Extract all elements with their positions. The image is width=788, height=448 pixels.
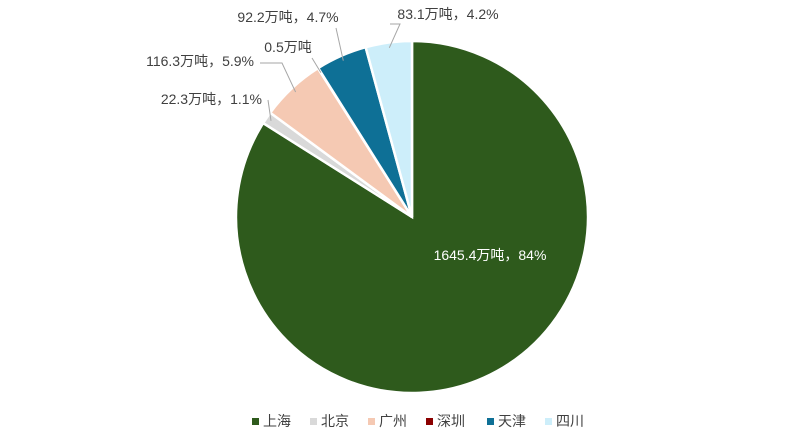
data-labels: 1645.4万吨，84% 22.3万吨，1.1% 116.3万吨，5.9% 0.5万吨… xyxy=(146,6,546,263)
legend-label-广州: 广州 xyxy=(379,413,407,429)
data-label-北京: 22.3万吨，1.1% xyxy=(161,91,262,107)
legend-label-天津: 天津 xyxy=(498,413,526,429)
data-label-天津: 92.2万吨，4.7% xyxy=(237,9,338,25)
legend-label-深圳: 深圳 xyxy=(437,413,465,429)
leader-line-深圳 xyxy=(311,57,322,73)
legend-swatch-四川 xyxy=(545,418,552,425)
legend-label-四川: 四川 xyxy=(556,413,584,429)
legend-swatch-深圳 xyxy=(426,418,433,425)
leader-line-北京 xyxy=(267,99,272,121)
legend-swatch-广州 xyxy=(368,418,375,425)
data-label-上海: 1645.4万吨，84% xyxy=(434,247,547,263)
legend-swatch-北京 xyxy=(310,418,317,425)
legend-swatch-天津 xyxy=(487,418,494,425)
pie-slices xyxy=(234,39,590,395)
leader-line-天津 xyxy=(335,27,344,61)
leader-line-四川 xyxy=(388,23,401,49)
data-label-广州: 116.3万吨，5.9% xyxy=(146,53,254,69)
data-label-深圳: 0.5万吨 xyxy=(264,39,311,55)
data-label-四川: 83.1万吨，4.2% xyxy=(397,6,498,22)
leader-lines xyxy=(260,23,401,121)
legend: 上海 北京 广州 深圳 天津 四川 xyxy=(252,413,584,429)
pie-slice-四川 xyxy=(364,39,414,218)
legend-label-北京: 北京 xyxy=(321,413,349,429)
legend-swatch-上海 xyxy=(252,418,259,425)
legend-label-上海: 上海 xyxy=(263,413,291,429)
leader-line-广州 xyxy=(260,62,297,93)
